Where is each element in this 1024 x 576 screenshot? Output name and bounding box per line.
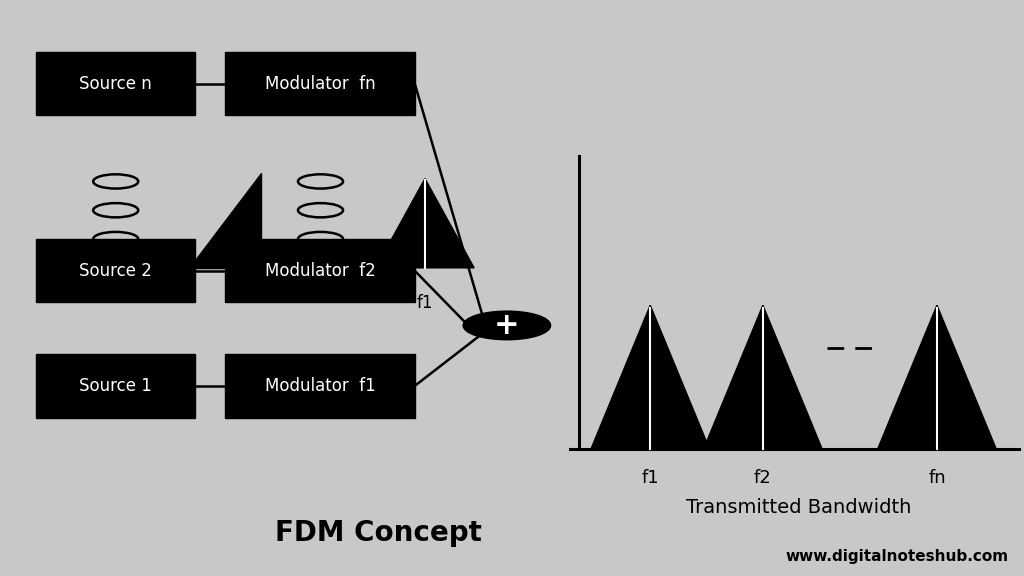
Text: Source 2: Source 2 [79, 262, 152, 280]
Text: Source 1: Source 1 [79, 377, 152, 395]
Text: f1: f1 [641, 469, 659, 487]
Text: www.digitalnoteshub.com: www.digitalnoteshub.com [785, 550, 1009, 564]
Text: f1: f1 [417, 294, 433, 312]
FancyBboxPatch shape [36, 52, 195, 115]
Text: Source n: Source n [79, 74, 152, 93]
Text: FDM Concept: FDM Concept [275, 519, 482, 547]
FancyBboxPatch shape [36, 239, 195, 302]
FancyBboxPatch shape [225, 239, 415, 302]
Polygon shape [878, 305, 996, 449]
Text: +: + [494, 311, 520, 340]
FancyBboxPatch shape [36, 354, 195, 418]
Polygon shape [591, 305, 710, 449]
Polygon shape [376, 179, 474, 268]
Polygon shape [189, 173, 261, 268]
Ellipse shape [464, 312, 550, 339]
Text: Modulator  f1: Modulator f1 [264, 377, 376, 395]
Text: fn: fn [928, 469, 946, 487]
FancyBboxPatch shape [225, 354, 415, 418]
Text: Transmitted Bandwidth: Transmitted Bandwidth [686, 498, 911, 517]
Polygon shape [703, 305, 822, 449]
Text: Modulator  f2: Modulator f2 [264, 262, 376, 280]
FancyBboxPatch shape [225, 52, 415, 115]
Text: Modulator  fn: Modulator fn [264, 74, 376, 93]
Text: f2: f2 [754, 469, 772, 487]
